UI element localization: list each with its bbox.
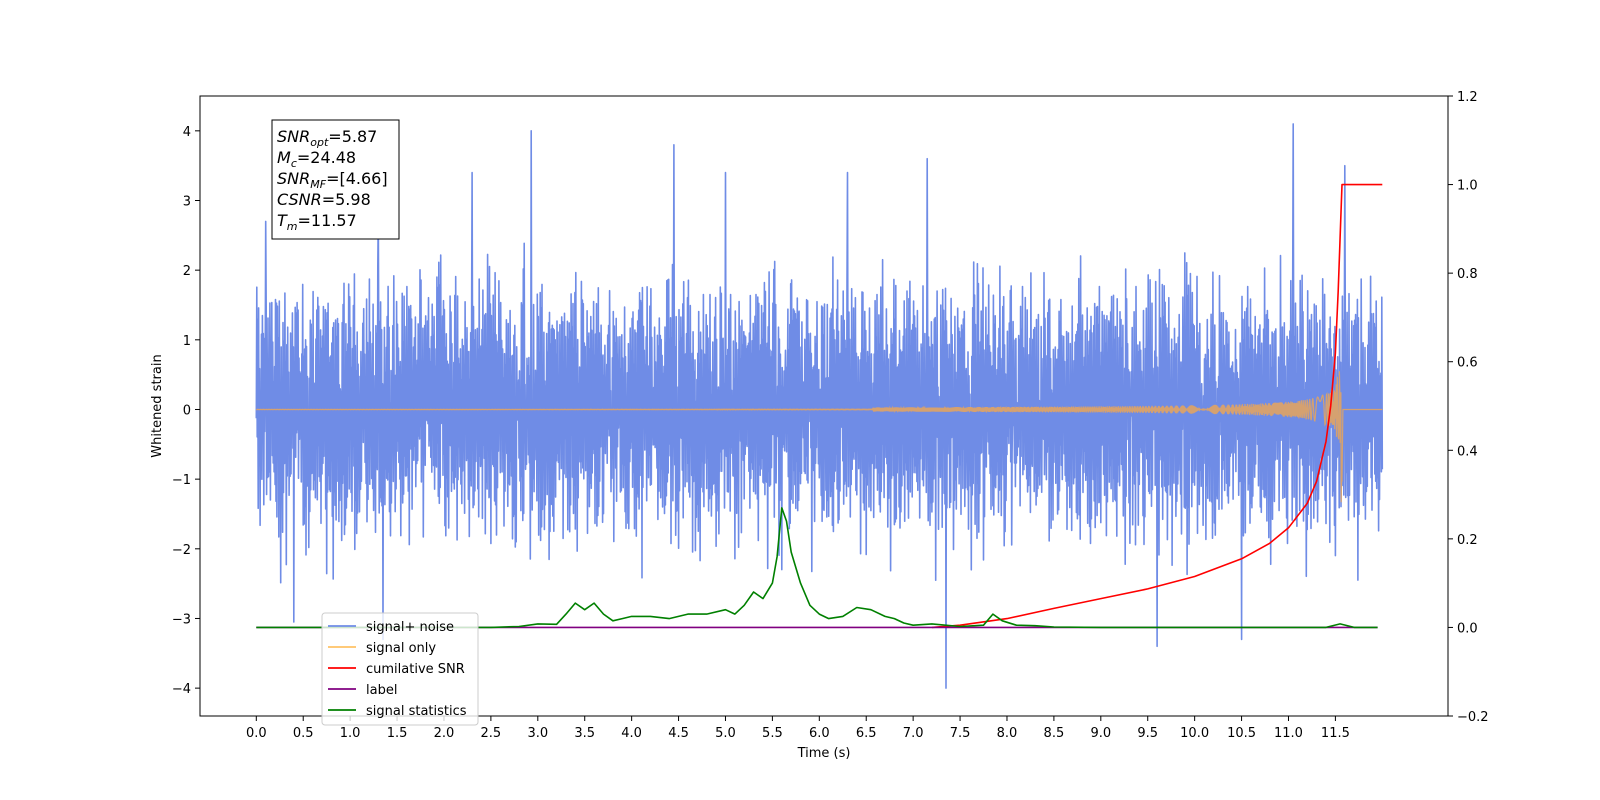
x-axis-label: Time (s) [797,746,851,761]
y-left-tick-label: 0 [183,403,191,418]
x-tick-label: 7.5 [950,726,971,741]
plot-frame [199,95,1449,717]
y-left-tick-label: 4 [183,125,191,140]
series-line-signal-noise [255,123,1384,689]
y-right-tick-label: 1.0 [1457,179,1478,194]
y-left-tick-label: −4 [172,682,191,697]
y-left-tick-label: −3 [172,612,191,627]
y-right-tick-label: 0.2 [1457,533,1478,548]
x-axis: 0.0 0.5 1.0 1.5 2.0 2.5 3.0 3.5 4.0 4.5 5.0 5.5 6.0 6… [246,716,1350,741]
x-tick-label: 6.0 [809,726,830,741]
annotation-value: =11.57 [298,211,357,230]
annotation-line: CSNR=5.98 [277,190,371,209]
annotation-subscript: opt [310,136,329,149]
annotation-symbol: CSNR [277,190,322,209]
y-axis-left: −4 −3 −2 −1 0 1 2 3 4 [172,125,200,697]
annotation-value: =5.87 [328,127,377,146]
x-tick-label: 4.0 [621,726,642,741]
y-axis-left-label: Whitened strain [150,354,165,457]
y-left-tick-label: 1 [183,334,191,349]
series-line-signal-only [256,371,1383,503]
y-right-tick-label: −0.2 [1457,710,1489,725]
x-tick-label: 5.0 [715,726,736,741]
x-tick-label: 4.5 [668,726,689,741]
y-right-tick-label: 1.2 [1457,90,1478,105]
annotation-value: =24.48 [297,148,356,167]
legend-label: label [366,683,397,698]
x-tick-label: 5.5 [762,726,783,741]
y-left-tick-label: 2 [183,264,191,279]
x-tick-label: 10.5 [1227,726,1256,741]
annotation-line: SNRopt=5.87 [277,127,377,149]
annotation-symbol: SNR [277,127,310,146]
annotation-value: =[4.66] [326,169,388,188]
x-tick-label: 10.0 [1180,726,1209,741]
annotation-symbol: SNR [277,169,310,188]
legend-label: signal+ noise [366,620,454,635]
x-tick-label: 1.5 [387,726,408,741]
y-left-tick-label: 3 [183,194,191,209]
x-tick-label: 6.5 [856,726,877,741]
metrics-annotation-box: SNRopt=5.87Mc=24.48SNRMF=[4.66]CSNR=5.98… [271,119,400,240]
annotation-subscript: m [287,220,298,233]
y-axis-right: −0.2 0.0 0.2 0.4 0.6 0.8 1.0 1.2 [1448,90,1489,725]
annotation-line: Tm=11.57 [277,211,357,233]
legend: signal+ noise signal only cumilative SNR la… [321,612,479,726]
y-left-tick-label: −1 [172,473,191,488]
x-tick-label: 8.5 [1044,726,1065,741]
series-line-signal-statistics [256,507,1378,629]
x-tick-label: 0.5 [293,726,314,741]
y-right-tick-label: 0.4 [1457,444,1478,459]
annotation-subscript: c [291,157,297,170]
y-right-tick-label: 0.6 [1457,356,1478,371]
x-tick-label: 2.0 [434,726,455,741]
x-tick-label: 11.5 [1321,726,1350,741]
x-tick-label: 1.0 [340,726,361,741]
annotation-line: Mc=24.48 [277,148,356,170]
annotation-line: SNRMF=[4.66] [277,169,388,191]
x-tick-label: 3.5 [574,726,595,741]
x-tick-label: 8.0 [997,726,1018,741]
x-tick-label: 7.0 [903,726,924,741]
x-tick-label: 2.5 [481,726,502,741]
series-line-cumilative-snr [931,183,1383,629]
y-right-tick-label: 0.0 [1457,621,1478,636]
legend-label: signal statistics [366,704,467,719]
x-tick-label: 11.0 [1274,726,1303,741]
x-tick-label: 0.0 [246,726,267,741]
annotation-symbol: M [277,148,291,167]
annotation-symbol: T [277,211,288,230]
annotation-frame [271,119,400,240]
legend-label: cumilative SNR [366,662,465,677]
y-right-tick-label: 0.8 [1457,267,1478,282]
x-tick-label: 9.0 [1090,726,1111,741]
legend-label: signal only [366,641,436,656]
x-tick-label: 9.5 [1137,726,1158,741]
y-left-tick-label: −2 [172,543,191,558]
annotation-value: =5.98 [322,190,371,209]
annotation-subscript: MF [310,178,326,191]
x-tick-label: 3.0 [527,726,548,741]
legend-frame [321,612,479,726]
